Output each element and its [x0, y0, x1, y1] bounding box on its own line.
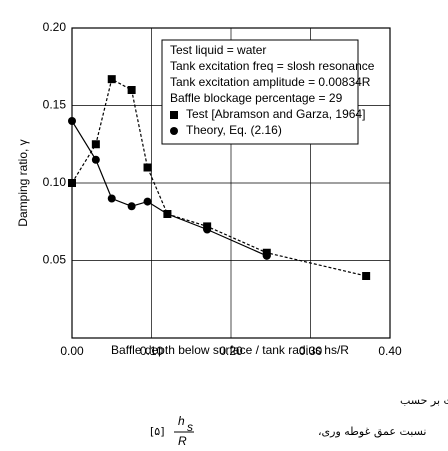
legend-note: Test liquid = water	[170, 43, 266, 57]
legend-label: Theory, Eq. (2.16)	[186, 123, 282, 137]
legend-note: Tank excitation amplitude = 0.00834R	[170, 75, 371, 89]
fraction-subscript: s	[187, 420, 193, 434]
data-point	[262, 251, 271, 260]
legend-marker	[170, 127, 178, 135]
caption-line: شکل ( ۲ ) : مقایسه رابطه میرایی تیغه حلق…	[400, 394, 448, 407]
data-point	[143, 197, 152, 206]
data-point	[91, 140, 100, 149]
legend-note: Baffle blockage percentage = 29	[170, 91, 343, 105]
fraction-numerator: h	[178, 414, 185, 428]
data-point	[127, 86, 136, 94]
x-axis-label: Baffle depth below surface / tank radius…	[111, 343, 349, 357]
data-point	[91, 155, 100, 164]
fraction-denominator: R	[178, 434, 187, 448]
series-line	[71, 120, 268, 257]
legend-box	[161, 39, 359, 145]
x-tick-label: 0.40	[378, 344, 402, 358]
data-point	[163, 210, 172, 218]
data-point	[107, 194, 116, 203]
caption-line: نسبت عمق غوطه وری،	[318, 425, 426, 439]
data-point	[362, 272, 371, 280]
y-tick-label: 0.20	[43, 20, 67, 34]
y-tick-label: 0.10	[43, 175, 67, 189]
data-point	[68, 179, 76, 187]
data-point	[143, 163, 152, 172]
y-tick-label: 0.05	[43, 253, 67, 267]
x-tick-label: 0.00	[60, 344, 84, 358]
y-axis-label: Damping ratio, γ	[16, 139, 30, 226]
data-point	[203, 225, 212, 234]
x-tick-label: 0.20	[219, 344, 243, 358]
data-point	[107, 75, 116, 84]
caption-reference: [۵]	[150, 425, 165, 438]
legend-marker	[170, 111, 178, 119]
data-point	[68, 117, 76, 125]
legend-label: Test [Abramson and Garza, 1964]	[186, 107, 365, 121]
y-tick-label: 0.15	[43, 98, 67, 112]
legend-note: Tank excitation freq = slosh resonance	[170, 59, 375, 73]
x-tick-label: 0.30	[299, 344, 323, 358]
series-line	[71, 78, 367, 277]
x-tick-label: 0.10	[140, 344, 164, 358]
data-point	[127, 202, 136, 211]
